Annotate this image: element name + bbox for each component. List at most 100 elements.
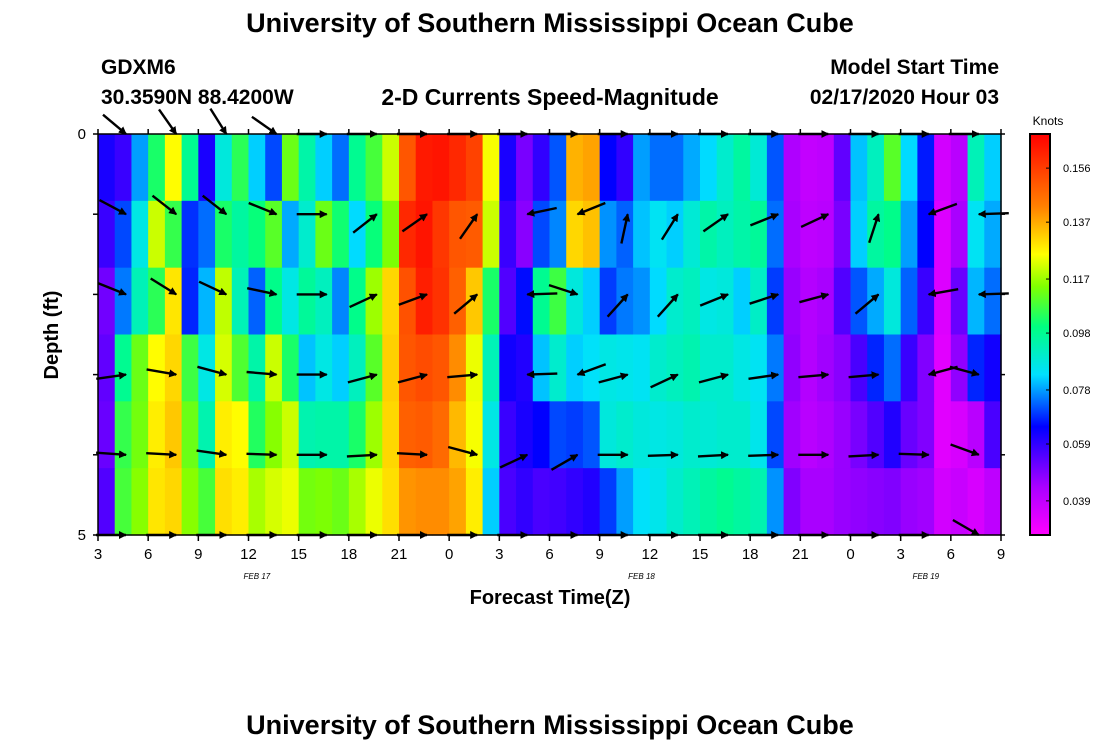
current-vector-arrow [749,213,780,227]
current-vector-arrow [800,213,830,228]
heatmap-cell [281,200,300,269]
heatmap-cell [683,200,701,269]
current-vector-arrow [550,453,579,471]
heatmap-cell [98,334,116,402]
heatmap-cell [967,134,985,202]
heatmap-cell [181,401,199,469]
heatmap-cell [365,267,383,336]
y-tick-label: 0 [78,126,86,143]
heatmap-cell [766,401,785,469]
heatmap-cell [649,134,668,202]
heatmap-cell [766,468,785,536]
current-vector-arrow [246,287,278,297]
heatmap-cell [733,200,751,269]
heatmap-cell [700,334,718,402]
heatmap-cell [934,200,952,269]
heatmap-cell [750,468,768,536]
x-date-label: FEB 19 [912,572,939,581]
heatmap-cell [532,334,551,402]
heatmap-cell [98,468,116,536]
heatmap-cell [148,200,166,269]
heatmap-cell [399,134,417,202]
heatmap-cell [248,200,266,269]
current-vector-arrow [952,518,980,537]
x-tick-label: 0 [445,546,453,563]
heatmap-cell [599,134,617,202]
current-vector-arrow [868,213,881,244]
heatmap-cell [315,468,333,536]
heatmap-cell [281,468,300,536]
heatmap-cell [984,468,1002,536]
heatmap-cell [984,200,1002,269]
heatmap-cell [382,134,400,202]
heatmap-cell [348,334,367,402]
heatmap-cell [733,401,751,469]
heatmap-cell [917,134,935,202]
current-vector-arrow [854,293,880,315]
current-vector-arrow [196,449,228,458]
heatmap-cell [599,468,617,536]
heatmap-cell [298,200,316,269]
colorbar-tick-label: 0.039 [1063,496,1091,508]
heatmap-cell [566,401,584,469]
heatmap-cell [566,468,584,536]
heatmap-cell [181,468,199,536]
heatmap-cell [917,334,935,402]
current-vector-arrow [396,450,428,459]
heatmap-cell [833,267,852,336]
current-vector-arrow [606,293,629,318]
heatmap-cell [984,334,1002,402]
heatmap-cell [817,334,835,402]
heatmap-cell [148,401,166,469]
heatmap-cell [499,401,517,469]
heatmap-cell [198,134,216,202]
heatmap-cell [817,267,835,336]
heatmap-cell [649,334,668,402]
heatmap-cell [917,200,935,269]
current-vector-arrow [198,280,228,296]
current-vector-arrow [799,292,830,304]
heatmap-cell [465,468,484,536]
heatmap-cell [549,401,567,469]
heatmap-cell [766,134,785,202]
current-vector-arrow [548,283,579,297]
current-vector-arrow [346,451,378,460]
heatmap-cell [833,468,852,536]
heatmap-cell [716,267,735,336]
product-title: 2-D Currents Speed-Magnitude [381,84,719,110]
heatmap-cell [432,401,450,469]
heatmap-cell [198,468,216,536]
heatmap-cell [231,134,250,202]
heatmap-cell [148,134,166,202]
heatmap-cell [499,334,517,402]
heatmap-cell [934,334,952,402]
heatmap-cell [265,134,283,202]
heatmap-cell [131,267,149,336]
heatmap-cell [98,267,116,336]
heatmap-cell [549,200,567,269]
heatmap-cell [850,401,868,469]
heatmap-cell [215,267,233,336]
heatmap-cell [917,468,935,536]
heatmap-cell [850,334,868,402]
heatmap-cell [900,134,918,202]
heatmap-cell [967,334,985,402]
heatmap-cell [700,468,718,536]
heatmap-cell [817,401,835,469]
heatmap-cell [298,468,316,536]
current-vector-arrow [798,371,830,380]
heatmap-cell [482,200,500,269]
current-vector-arrow [150,277,178,296]
heatmap-cell [783,468,801,536]
heatmap-cell [984,401,1002,469]
x-tick-label: 9 [194,546,202,563]
heatmap-cell [332,134,350,202]
current-vector-arrow [526,206,557,217]
current-vector-arrow [576,363,607,376]
model-start-label: Model Start Time [830,56,999,79]
heatmap [98,134,1002,536]
heatmap-cell [482,134,500,202]
heatmap-cell [683,134,701,202]
heatmap-cell [582,134,601,202]
current-vector-arrow [201,194,228,216]
